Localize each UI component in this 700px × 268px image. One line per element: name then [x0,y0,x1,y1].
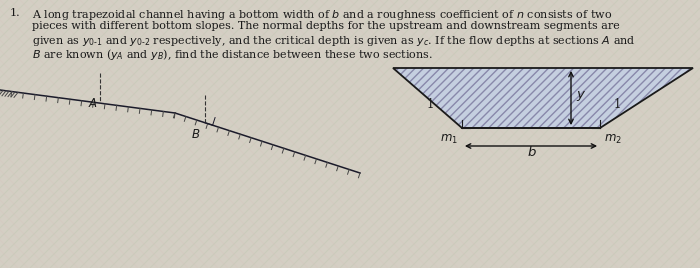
Text: given as $y_{0\text{-}1}$ and $y_{0\text{-}2}$ respectively, and the critical de: given as $y_{0\text{-}1}$ and $y_{0\text… [32,34,636,48]
Text: pieces with different bottom slopes. The normal depths for the upstream and down: pieces with different bottom slopes. The… [32,21,620,31]
Polygon shape [393,68,693,128]
Text: $A$: $A$ [88,97,98,110]
Text: 1: 1 [427,98,435,111]
Text: 1.: 1. [10,8,20,18]
Text: $B$: $B$ [191,128,200,141]
Text: $y$: $y$ [576,89,587,103]
Text: $b$: $b$ [527,145,537,159]
Text: $B$ are known ($y_A$ and $y_B$), find the distance between these two sections.: $B$ are known ($y_A$ and $y_B$), find th… [32,47,433,62]
Text: A long trapezoidal channel having a bottom width of $b$ and a roughness coeffici: A long trapezoidal channel having a bott… [32,8,612,22]
Text: $m_2$: $m_2$ [604,133,622,146]
Text: $m_1$: $m_1$ [440,133,458,146]
Text: 1: 1 [614,98,622,111]
